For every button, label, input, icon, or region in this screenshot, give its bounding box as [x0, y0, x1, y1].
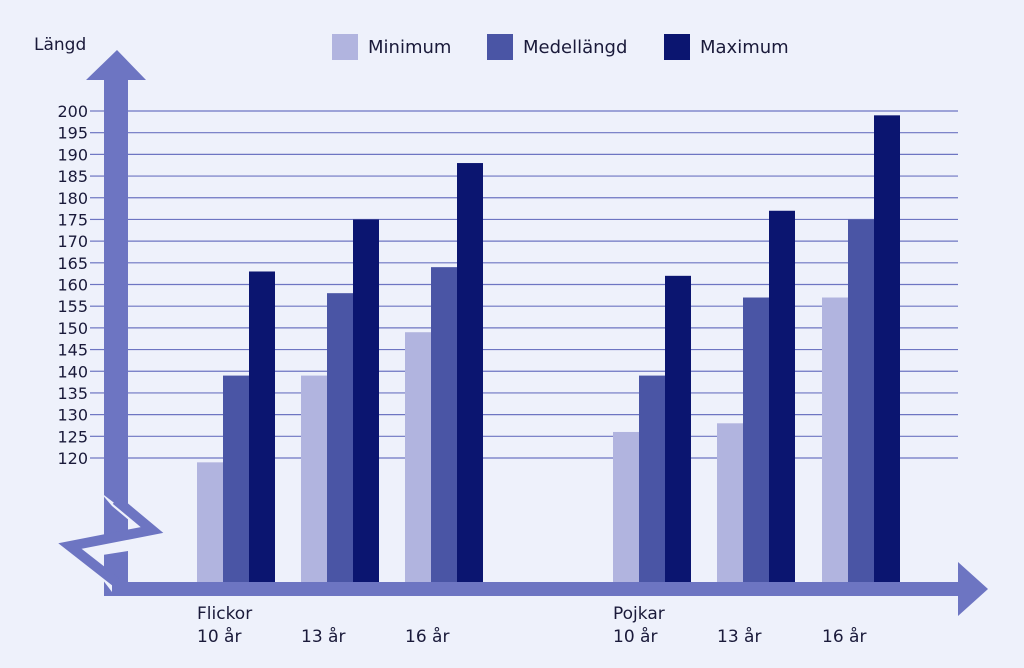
x-axis-arrow [104, 562, 988, 616]
legend-entry: Minimum [368, 37, 451, 58]
y-tick-label: 175 [57, 210, 88, 229]
bar-maximum [874, 115, 900, 583]
y-tick-label: 125 [57, 427, 88, 446]
y-tick-label: 150 [57, 319, 88, 338]
bar-medellängd [431, 267, 457, 582]
legend-swatch [332, 34, 358, 60]
y-tick-label: 135 [57, 384, 88, 403]
legend-swatch [664, 34, 690, 60]
y-tick-label: 165 [57, 254, 88, 273]
bar-medellängd [848, 219, 874, 582]
y-tick-label: 200 [57, 102, 88, 121]
legend-swatch [487, 34, 513, 60]
bar-medellängd [639, 375, 665, 582]
y-tick-label: 155 [57, 297, 88, 316]
axis-break-line [58, 496, 164, 586]
y-tick-label: 160 [57, 276, 88, 295]
bar-maximum [665, 275, 691, 582]
y-tick-label: 195 [57, 124, 88, 143]
legend-entry: Medellängd [523, 37, 627, 58]
legend-entry: Maximum [700, 37, 789, 58]
category-label: 13 år [301, 626, 345, 647]
axes [58, 50, 988, 616]
y-tick-label: 185 [57, 167, 88, 186]
y-tick-label: 170 [57, 232, 88, 251]
bar-minimum [613, 431, 639, 582]
y-axis-arrow [86, 50, 146, 596]
y-tick-label: 190 [57, 145, 88, 164]
bar-minimum [197, 462, 223, 582]
category-label: 10 år [613, 626, 657, 647]
bar-minimum [301, 375, 327, 582]
group-label: Flickor [197, 604, 252, 624]
bar-maximum [249, 271, 275, 582]
bar-maximum [353, 219, 379, 582]
y-axis-label: Längd [34, 35, 86, 55]
y-tick-label: 180 [57, 189, 88, 208]
y-tick-label: 140 [57, 362, 88, 381]
y-tick-label: 145 [57, 341, 88, 360]
bar-minimum [822, 297, 848, 582]
bar-minimum [717, 423, 743, 582]
legend: Minimum Medellängd Maximum [332, 34, 789, 60]
bars [197, 115, 900, 583]
bar-maximum [457, 163, 483, 583]
category-label: 16 år [405, 626, 449, 647]
category-label: 16 år [822, 626, 866, 647]
bar-medellängd [743, 297, 769, 582]
group-label: Pojkar [613, 604, 665, 624]
category-label: 10 år [197, 626, 241, 647]
y-tick-label: 130 [57, 406, 88, 425]
bar-minimum [405, 332, 431, 582]
bar-medellängd [327, 293, 353, 582]
category-label: 13 år [717, 626, 761, 647]
y-tick-labels: 120 125 130 135 140 145 150 155 160 165 170 175 180 1… [57, 102, 88, 468]
bar-maximum [769, 210, 795, 582]
y-tick-label: 120 [57, 449, 88, 468]
bar-medellängd [223, 375, 249, 582]
